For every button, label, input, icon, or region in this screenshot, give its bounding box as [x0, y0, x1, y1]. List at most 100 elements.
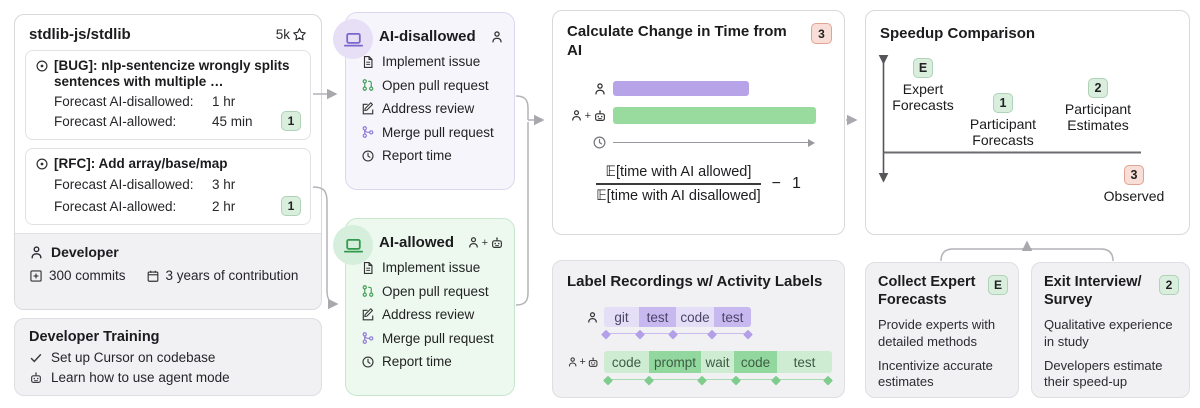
human-only-icon-group	[490, 30, 504, 44]
issue-title-row: [BUG]: nlp-sentencize wrongly splits sen…	[35, 58, 301, 91]
developer-stats: 300 commits 3 years of contribution	[29, 268, 307, 283]
collect-title: Collect Expert Forecasts	[878, 274, 976, 308]
participant-forecast-label: Participant Forecasts	[969, 116, 1037, 149]
collect-point: Provide experts with detailed methods	[878, 317, 996, 349]
plus-sign: +	[481, 236, 488, 249]
label-recordings-title: Label Recordings w/ Activity Labels	[567, 273, 823, 290]
label-recordings-panel: Label Recordings w/ Activity Labels git …	[552, 260, 845, 398]
observed-badge: 3	[1124, 165, 1144, 185]
issue-count-badge: 1	[281, 195, 301, 216]
robot-icon	[492, 236, 502, 248]
issue-open-icon	[36, 158, 48, 170]
clock-icon	[362, 149, 374, 162]
issue-count-badge: 1	[281, 110, 301, 131]
human-plus-ai-icon-group: +	[467, 236, 504, 250]
check-icon	[30, 353, 42, 362]
ai-allowed-header: AI-allowed +	[361, 234, 504, 251]
merge-icon	[362, 126, 374, 138]
merge-icon	[362, 332, 374, 344]
timeline-marker	[635, 329, 645, 339]
laptop-icon	[343, 238, 363, 252]
timeline-marker	[743, 329, 753, 339]
repo-card: stdlib-js/stdlib 5k [BUG]: nlp-sentenciz…	[14, 14, 322, 310]
step-label: Address review	[382, 307, 475, 322]
workflow-step: Open pull request	[361, 78, 504, 93]
edit-review-icon	[362, 101, 374, 114]
brace-exit-to-speedup	[1026, 243, 1114, 262]
human-plus-ai-icon-group: +	[567, 356, 604, 369]
exit-point: Developers estimate their speed-up	[1044, 357, 1163, 390]
forecast-row: Forecast AI-allowed: 2 hr	[35, 199, 301, 216]
brace-collect-to-speedup	[940, 243, 1028, 262]
workflow-step: Report time	[361, 354, 504, 369]
fraction-bar	[596, 183, 761, 185]
expert-forecast-label: Expert Forecasts	[892, 81, 954, 114]
forecast-label: Forecast AI-disallowed:	[54, 93, 194, 109]
activity-segment: wait	[701, 351, 734, 373]
formula-denominator: 𝔼[time with AI disallowed]	[596, 187, 761, 204]
activity-segment: code	[604, 351, 649, 373]
star-icon	[293, 28, 306, 41]
participant-estimate-badge: 2	[1088, 78, 1108, 98]
commits-count: 300 commits	[49, 268, 126, 283]
issue-card-bug: [BUG]: nlp-sentencize wrongly splits sen…	[25, 50, 311, 140]
speedup-formula: 𝔼[time with AI allowed] 𝔼[time with AI d…	[553, 164, 844, 204]
participant-forecast-badge: 1	[993, 93, 1013, 113]
document-icon	[363, 55, 373, 68]
step-label: Open pull request	[382, 283, 489, 299]
activity-segment: test	[777, 351, 832, 373]
human-only-icon-group	[567, 311, 604, 324]
workflow-step: Merge pull request	[361, 125, 504, 140]
workflow-step: Implement issue	[361, 54, 504, 69]
step-label: Implement issue	[382, 260, 481, 275]
timeline-marker	[668, 329, 678, 339]
ai-disallowed-card: AI-disallowed Implement issue Open pull …	[333, 12, 515, 190]
workflow-step: Implement issue	[361, 260, 504, 275]
timeline-marker	[823, 375, 833, 385]
calc-title: Calculate Change in Time from AI	[567, 23, 787, 59]
time-axis-row	[567, 135, 815, 150]
exit-title: Exit Interview/ Survey	[1044, 274, 1142, 308]
training-item-label: Learn how to use agent mode	[51, 370, 230, 385]
ai-disallowed-time-bar	[613, 81, 749, 96]
timeline-marker	[731, 375, 741, 385]
clock-icon	[362, 355, 374, 368]
issue-title: [BUG]: nlp-sentencize wrongly splits sen…	[54, 58, 290, 90]
document-icon	[363, 261, 373, 274]
timeline-marker	[644, 375, 654, 385]
step-label: Merge pull request	[382, 330, 494, 346]
ai-allowed-time-bar	[613, 107, 816, 124]
forecast-value: 1 hr	[212, 93, 236, 109]
plus-sign: +	[579, 356, 586, 368]
speedup-title: Speedup Comparison	[880, 25, 1036, 42]
line-disallowed-out	[515, 95, 529, 120]
timeline-marker	[697, 375, 707, 385]
forecast-row: Forecast AI-allowed: 45 min	[35, 114, 301, 131]
ai-activity-row: + code prompt wait code test	[567, 351, 832, 373]
line-allowed-out	[515, 122, 529, 306]
exit-interview-card: 2 Exit Interview/ Survey Qualitative exp…	[1031, 262, 1190, 398]
commits-icon	[30, 269, 42, 282]
workflow-step: Merge pull request	[361, 331, 504, 346]
laptop-icon	[343, 32, 363, 46]
ai-time-bar-row: +	[567, 107, 816, 124]
repo-title: stdlib-js/stdlib	[29, 26, 131, 43]
person-icon	[492, 30, 502, 43]
activity-segment: test	[714, 307, 751, 327]
step-label: Report time	[382, 354, 452, 369]
activity-segment: git	[604, 307, 639, 327]
activity-segment: code	[734, 351, 777, 373]
workflow-step: Address review	[361, 101, 504, 116]
calc-change-panel: Calculate Change in Time from AI 3 +	[552, 10, 845, 235]
pull-request-icon	[362, 285, 374, 297]
forecast-label: Forecast AI-allowed:	[54, 199, 177, 215]
forecast-value: 2 hr	[212, 199, 236, 215]
step-label: Merge pull request	[382, 124, 494, 140]
step-label: Open pull request	[382, 77, 489, 93]
human-plus-ai-icon-group: +	[567, 109, 613, 123]
activity-strip: code prompt wait code test	[604, 351, 832, 373]
robot-icon	[595, 109, 605, 121]
formula-one: 1	[791, 174, 801, 192]
ai-disallowed-title: AI-disallowed	[379, 28, 476, 45]
